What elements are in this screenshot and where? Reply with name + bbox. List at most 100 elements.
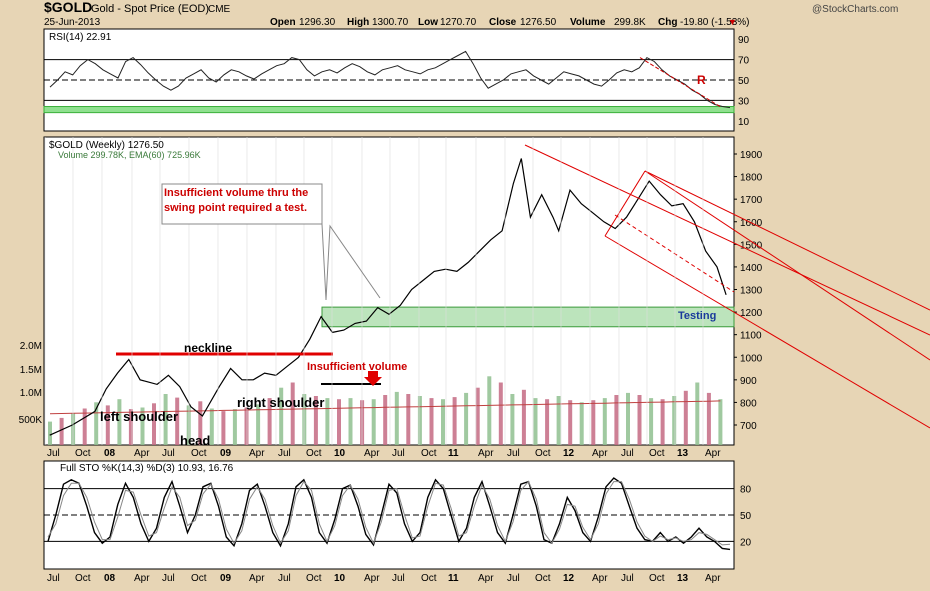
sto-x-label: Oct xyxy=(535,573,551,584)
sto-x-label: Jul xyxy=(47,573,60,584)
sto-x-label: Apr xyxy=(249,573,265,584)
price-x-label: 12 xyxy=(563,448,575,459)
volume-bar xyxy=(175,397,180,445)
instrument-name: Gold - Spot Price (EOD) xyxy=(91,3,209,15)
low-label: Low xyxy=(418,17,438,28)
volume-bar xyxy=(279,387,284,445)
left-shoulder-label: left shoulder xyxy=(100,409,178,424)
sto-x-label: 10 xyxy=(334,573,346,584)
open-value: 1296.30 xyxy=(299,17,336,28)
volume-label: Volume xyxy=(570,17,606,28)
volume-bar xyxy=(48,421,52,445)
volume-bar xyxy=(556,396,561,445)
volume-bar xyxy=(533,398,538,445)
low-value: 1270.70 xyxy=(440,17,477,28)
volume-bar xyxy=(221,411,226,445)
price-tick-label: 1700 xyxy=(740,195,763,206)
price-x-label: Oct xyxy=(649,448,665,459)
rsi-line xyxy=(49,50,731,109)
volume-bar xyxy=(325,398,330,445)
sto-x-label: Apr xyxy=(134,573,150,584)
sto-x-label: Jul xyxy=(392,573,405,584)
sto-x-label: Jul xyxy=(278,573,291,584)
price-tick-label: 1500 xyxy=(740,240,763,251)
price-x-label: 09 xyxy=(220,448,232,459)
price-x-label: Jul xyxy=(392,448,405,459)
volume-bar xyxy=(545,399,550,445)
volume-bar xyxy=(475,387,480,445)
price-panel xyxy=(43,136,735,446)
price-x-label: Apr xyxy=(592,448,608,459)
price-x-label: Apr xyxy=(705,448,721,459)
sto-x-label: Oct xyxy=(75,573,91,584)
price-x-label: Apr xyxy=(249,448,265,459)
price-title: $GOLD (Weekly) 1276.50 xyxy=(49,140,164,151)
sto-d-line xyxy=(47,480,731,546)
price-x-label: Oct xyxy=(306,448,322,459)
price-x-label: Oct xyxy=(421,448,437,459)
channel-midline xyxy=(614,214,735,293)
price-x-label: Oct xyxy=(535,448,551,459)
rsi-tick-label: 70 xyxy=(738,56,750,67)
volume-bar xyxy=(290,382,295,445)
price-x-label: Jul xyxy=(162,448,175,459)
exchange: CME xyxy=(208,4,231,15)
volume-bar xyxy=(626,392,630,445)
sto-x-label: Oct xyxy=(421,573,437,584)
high-label: High xyxy=(347,17,369,28)
price-x-label: Oct xyxy=(75,448,91,459)
volume-bar xyxy=(591,400,596,445)
volume-bar xyxy=(348,398,353,445)
sto-x-label: Apr xyxy=(705,573,721,584)
sto-tick-label: 80 xyxy=(740,485,752,496)
price-x-label: Jul xyxy=(621,448,634,459)
volume-ema-line xyxy=(49,400,721,415)
price-tick-label: 900 xyxy=(740,376,757,387)
volume-bar xyxy=(568,400,573,445)
volume-bar xyxy=(683,390,688,445)
price-x-label: Apr xyxy=(364,448,380,459)
volume-bar xyxy=(244,407,249,445)
down-arrow-icon xyxy=(364,371,382,386)
volume-bar xyxy=(521,389,526,445)
price-x-label: Jul xyxy=(278,448,291,459)
callout-text-wrap: Insufficient volume thru the swing point… xyxy=(164,187,308,214)
volume-bar xyxy=(464,392,469,445)
volume-bar xyxy=(637,395,642,445)
price-x-label: Apr xyxy=(478,448,494,459)
volume-legend: Volume 299.78K, EMA(60) 725.96K xyxy=(58,150,201,160)
price-tick-label: 1300 xyxy=(740,286,763,297)
volume-bar xyxy=(152,403,156,445)
price-x-label: Jul xyxy=(507,448,520,459)
sto-tick-label: 50 xyxy=(740,511,752,522)
price-x-label: Oct xyxy=(191,448,207,459)
price-tick-label: 1900 xyxy=(740,150,763,161)
sto-x-label: Apr xyxy=(364,573,380,584)
price-tick-label: 1400 xyxy=(740,263,763,274)
volume-bar xyxy=(105,405,110,445)
volume-bar xyxy=(672,396,677,445)
sto-x-label: Oct xyxy=(191,573,207,584)
sto-x-label: 08 xyxy=(104,573,116,584)
sto-x-label: Apr xyxy=(478,573,494,584)
volume-bar xyxy=(579,402,584,445)
volume-bar xyxy=(256,404,261,445)
volume-bar xyxy=(209,408,214,445)
price-x-label: 11 xyxy=(448,448,459,459)
symbol: $GOLD xyxy=(44,0,92,15)
price-x-label: Jul xyxy=(47,448,60,459)
volume-bar xyxy=(82,408,87,445)
volume-bar xyxy=(406,394,411,445)
sto-x-label: Oct xyxy=(306,573,322,584)
rsi-trendline xyxy=(639,57,721,107)
right-shoulder-label: right shoulder xyxy=(237,395,324,410)
volume-bar xyxy=(706,392,711,445)
sto-x-label: 12 xyxy=(563,573,575,584)
sto-k-line xyxy=(47,477,731,551)
close-value: 1276.50 xyxy=(520,17,557,28)
rsi-tick-label: 50 xyxy=(738,76,750,87)
rsi-resistance-label: R xyxy=(697,73,706,87)
chg-label: Chg xyxy=(658,17,677,28)
price-x-label: 13 xyxy=(677,448,689,459)
